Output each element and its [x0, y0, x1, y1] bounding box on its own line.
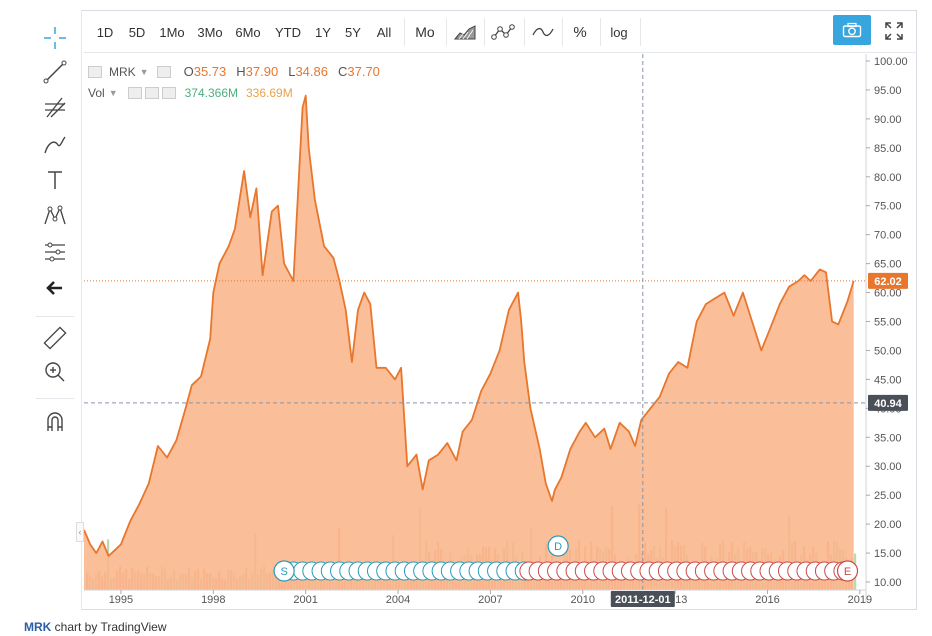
y-tick-label: 85.00	[874, 143, 902, 155]
percent-button[interactable]: %	[573, 23, 587, 41]
collapse-toolbar-button[interactable]: ‹	[76, 522, 84, 542]
earnings-marker-main	[836, 560, 859, 582]
high-value: 37.90	[245, 64, 279, 79]
y-tick-label: 45.00	[874, 374, 902, 386]
credit-symbol[interactable]: MRK	[24, 620, 52, 634]
price-legend: MRK ▼ O 35.73 H 37.90 L 34.86 C 37.70	[88, 64, 380, 79]
y-tick-label: 25.00	[874, 490, 902, 502]
volume-dropdown-icon[interactable]: ▼	[108, 88, 118, 98]
volume-label[interactable]: Vol	[88, 86, 105, 100]
volume-settings-icon[interactable]	[144, 87, 159, 99]
interval-6mo-button[interactable]: 6Mo	[235, 24, 261, 40]
price-line	[83, 94, 855, 557]
y-tick-label: 95.00	[874, 85, 902, 97]
y-tick-label: 90.00	[874, 114, 902, 126]
drawing-toolbar	[28, 10, 82, 610]
y-tick-label: 100.00	[874, 56, 908, 68]
earnings-marker-label: E	[844, 566, 851, 578]
y-tick-label: 10.00	[874, 577, 902, 589]
remove-volume-icon[interactable]	[161, 87, 176, 99]
price-area	[84, 95, 854, 590]
visibility-icon[interactable]	[127, 87, 142, 99]
zoom-icon[interactable]	[28, 356, 82, 388]
last-price-label: 62.02	[874, 276, 902, 288]
y-tick-label: 55.00	[874, 317, 902, 329]
close-value: 37.70	[347, 64, 380, 79]
log-scale-button[interactable]: log	[610, 24, 628, 40]
y-tick-label: 35.00	[874, 432, 902, 444]
x-tick-label: 2010	[571, 594, 595, 606]
cursor-date-label: 2011-12-01	[615, 594, 671, 606]
ruler-icon[interactable]	[28, 322, 82, 354]
fib-icon[interactable]	[28, 92, 82, 124]
low-label: L	[288, 64, 296, 79]
y-tick-label: 15.00	[874, 548, 902, 560]
interval-all-button[interactable]: All	[376, 24, 392, 40]
camera-icon[interactable]	[833, 15, 871, 45]
legend-symbol[interactable]: MRK	[109, 64, 136, 79]
x-tick-label: 2001	[293, 594, 317, 606]
cursor-price-label: 40.94	[874, 398, 902, 410]
high-label: H	[236, 64, 246, 79]
y-tick-label: 65.00	[874, 259, 902, 271]
y-tick-label: 50.00	[874, 345, 902, 357]
interval-1y-button[interactable]: 1Y	[315, 24, 331, 40]
y-tick-label: 80.00	[874, 172, 902, 184]
back-arrow-icon[interactable]	[28, 272, 82, 304]
split-marker-label: S	[280, 566, 287, 578]
volume-legend: Vol ▼ 374.366M 336.69M	[88, 86, 293, 100]
measure-icon[interactable]	[28, 236, 82, 268]
text-icon[interactable]	[28, 164, 82, 196]
compare-icon[interactable]	[488, 14, 518, 50]
top-toolbar: 1D 5D 1Mo 3Mo 6Mo YTD 1Y 5Y All Mo % log	[84, 14, 914, 50]
interval-3mo-button[interactable]: 3Mo	[197, 24, 223, 40]
cursor-date-badge	[610, 591, 675, 607]
y-tick-label: 20.00	[874, 519, 902, 531]
cursor-price-badge	[868, 394, 908, 411]
pattern-icon[interactable]	[28, 200, 82, 232]
collapse-legend-icon[interactable]	[88, 65, 102, 78]
chart-style-area-icon[interactable]	[450, 14, 480, 50]
x-tick-label: 1995	[109, 594, 133, 606]
symbol-dropdown-icon[interactable]: ▼	[139, 66, 149, 77]
open-label: O	[183, 64, 194, 79]
x-tick-label: 2007	[478, 594, 502, 606]
fullscreen-icon[interactable]	[880, 17, 908, 45]
y-tick-label: 70.00	[874, 230, 902, 242]
volume-ma-value: 336.69M	[245, 86, 293, 100]
x-tick-label: 2019	[848, 594, 872, 606]
interval-5d-button[interactable]: 5D	[128, 24, 146, 40]
period-button[interactable]: Mo	[415, 24, 435, 40]
x-tick-label: 1998	[201, 594, 225, 606]
close-label: C	[337, 64, 348, 79]
interval-1mo-button[interactable]: 1Mo	[159, 24, 185, 40]
crosshair-icon[interactable]	[28, 22, 82, 54]
interval-ytd-button[interactable]: YTD	[275, 24, 301, 40]
volume-value: 374.366M	[184, 86, 238, 100]
dividend-marker-label: D	[554, 541, 562, 553]
open-value: 35.73	[193, 64, 227, 79]
x-tick-label: 2016	[755, 594, 779, 606]
interval-5y-button[interactable]: 5Y	[345, 24, 361, 40]
indicator-icon[interactable]	[528, 14, 558, 50]
low-value: 34.86	[295, 64, 328, 79]
last-price-badge	[868, 272, 908, 289]
y-tick-label: 60.00	[874, 288, 902, 300]
settings-icon[interactable]	[156, 65, 171, 78]
brush-icon[interactable]	[28, 128, 82, 160]
chart-credit: MRK chart by TradingView	[24, 620, 167, 634]
dividend-marker	[547, 535, 569, 557]
interval-1d-button[interactable]: 1D	[96, 24, 114, 40]
y-tick-label: 75.00	[874, 201, 902, 213]
x-tick-label: 2004	[386, 594, 410, 606]
y-tick-label: 30.00	[874, 461, 902, 473]
trend-line-icon[interactable]	[28, 56, 82, 88]
magnet-icon[interactable]	[28, 406, 82, 438]
split-marker-main	[273, 560, 295, 582]
credit-text: chart by TradingView	[51, 620, 167, 634]
